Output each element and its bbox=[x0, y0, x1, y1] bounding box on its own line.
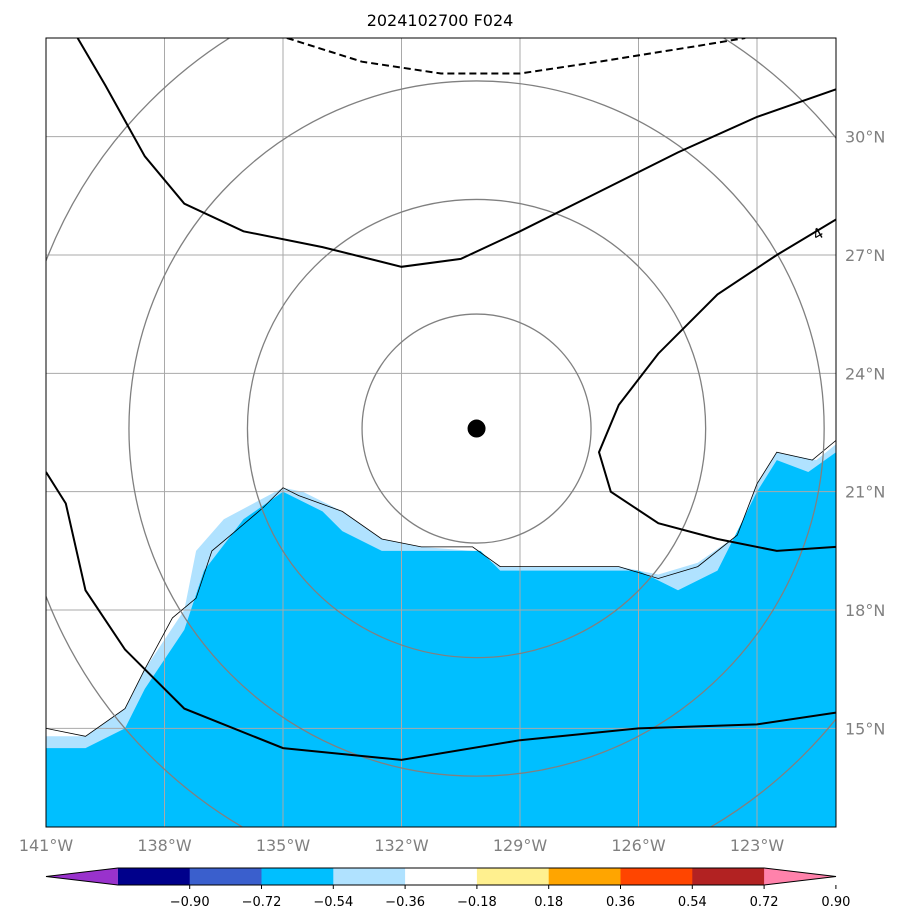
chart-title: 2024102700 F024 bbox=[367, 11, 514, 30]
colorbar-tick-label: 0.18 bbox=[534, 895, 563, 910]
lat-tick-label: 30°N bbox=[845, 128, 885, 147]
colorbar-tick-label: −0.72 bbox=[242, 895, 282, 910]
colorbar-tick-label: −0.54 bbox=[313, 895, 353, 910]
contour-solid bbox=[597, 218, 836, 552]
lon-tick-label: 135°W bbox=[256, 836, 311, 855]
contour-solid bbox=[46, 471, 836, 761]
colorbar-segment bbox=[476, 868, 550, 885]
lat-tick-label: 21°N bbox=[845, 483, 885, 502]
colorbar-tick-label: 0.72 bbox=[750, 895, 779, 910]
lon-tick-label: 126°W bbox=[611, 836, 666, 855]
axis-tick-labels: 141°W 138°W 135°W 132°W 129°W 126°W 123°W 15°N 1… bbox=[19, 128, 886, 855]
colorbar-segment bbox=[261, 868, 334, 885]
colorbar-segment bbox=[117, 868, 191, 885]
plot-frame bbox=[45, 37, 837, 828]
colorbar-segment bbox=[620, 868, 693, 885]
contour-solid bbox=[76, 38, 836, 268]
graticule bbox=[46, 38, 836, 827]
colorbar-segment bbox=[405, 868, 478, 885]
colorbar-tick-label: 0.54 bbox=[678, 895, 707, 910]
lon-tick-label: 138°W bbox=[137, 836, 192, 855]
colorbar-segment bbox=[333, 868, 406, 885]
lat-tick-label: 15°N bbox=[845, 719, 885, 738]
range-ring bbox=[361, 313, 592, 544]
lon-tick-label: 141°W bbox=[19, 836, 74, 855]
colorbar-extend-high bbox=[764, 868, 836, 885]
lat-tick-label: 27°N bbox=[845, 246, 885, 265]
lon-tick-label: 123°W bbox=[730, 836, 785, 855]
coastline-line bbox=[46, 440, 836, 737]
lon-tick-label: 132°W bbox=[374, 836, 429, 855]
colorbar-tick-label: −0.18 bbox=[457, 895, 497, 910]
colorbar-segment bbox=[692, 868, 765, 885]
colorbar-segment bbox=[548, 868, 621, 885]
storm-center-marker bbox=[467, 419, 486, 438]
lat-tick-label: 24°N bbox=[845, 364, 885, 383]
range-ring bbox=[246, 198, 707, 659]
colorbar: −0.90 −0.72 −0.54 −0.36 −0.18 0.18 0.36 0.54 0.7… bbox=[45, 867, 850, 910]
range-ring bbox=[128, 80, 825, 777]
colorbar-outline bbox=[45, 867, 837, 886]
lon-tick-label: 129°W bbox=[493, 836, 548, 855]
range-rings bbox=[46, 38, 836, 827]
colorbar-tick-label: 0.90 bbox=[821, 895, 850, 910]
contour-dashed bbox=[286, 38, 746, 75]
colorbar-segment bbox=[189, 868, 262, 885]
colorbar-tick-label: 0.36 bbox=[606, 895, 635, 910]
contour-lines bbox=[46, 38, 836, 761]
coastline bbox=[46, 440, 836, 737]
lat-tick-label: 18°N bbox=[845, 601, 885, 620]
colorbar-extend-low bbox=[46, 868, 118, 885]
colorbar-tick-label: −0.90 bbox=[170, 895, 210, 910]
colorbar-tick-label: −0.36 bbox=[385, 895, 425, 910]
center-dot bbox=[467, 419, 486, 438]
